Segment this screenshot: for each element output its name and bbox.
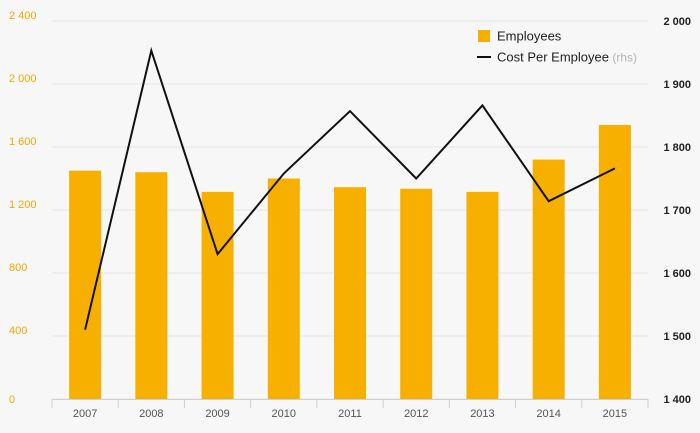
x-tick-label: 2014 [536,408,560,420]
legend-label-text: Employees [497,29,562,44]
x-axis: 2007 2008 2009 2010 2011 2012 2013 2014 2015 [51,399,649,420]
right-y-tick-label: 1 700 [663,205,691,217]
left-y-tick-label: 0 [9,394,15,406]
employees-bars [69,124,631,399]
bar-2013 [466,191,499,399]
x-tick-label: 2008 [139,408,163,420]
left-y-tick-label: 2 400 [9,10,37,22]
left-y-axis: 0 400 800 1 200 1 600 2 000 2 400 [9,10,37,406]
left-y-tick-label: 800 [9,262,27,274]
legend-label: Employees [497,29,562,44]
right-y-tick-label: 1 900 [663,79,691,91]
left-y-tick-label: 2 000 [9,73,37,85]
legend-label: Cost Per Employee (rhs) [497,50,637,65]
cost-per-employee-line-series [84,46,616,330]
x-tick-label: 2012 [404,408,428,420]
x-tick-label: 2010 [272,408,296,420]
right-y-tick-label: 1 400 [663,394,691,406]
right-y-tick-label: 1 600 [663,268,691,280]
x-tick-label: 2015 [603,408,627,420]
left-y-tick-label: 1 200 [9,199,37,211]
legend-label-text: Cost Per Employee [497,50,609,65]
legend: Employees Cost Per Employee (rhs) [477,29,637,65]
left-y-tick-label: 400 [9,325,27,337]
bar-2012 [400,188,433,399]
left-y-tick-label: 1 600 [9,136,37,148]
x-tick-label: 2009 [205,408,229,420]
legend-suffix-rhs: (rhs) [609,51,637,65]
legend-swatch-employees [478,30,490,42]
x-tick-label: 2011 [338,408,362,420]
right-y-tick-label: 1 500 [663,331,691,343]
bar-2009 [201,191,234,399]
right-y-tick-label: 2 000 [663,16,691,28]
x-tick-label: 2013 [470,408,494,420]
bar-2008 [135,172,168,399]
bar-2010 [267,178,300,399]
bar-2015 [598,124,631,399]
cost-per-employee-line [84,46,616,330]
x-tick-label: 2007 [73,408,97,420]
right-y-tick-label: 1 800 [663,142,691,154]
bar-2011 [334,187,366,399]
right-y-axis: 1 400 1 500 1 600 1 700 1 800 1 900 2 000 [663,16,691,406]
